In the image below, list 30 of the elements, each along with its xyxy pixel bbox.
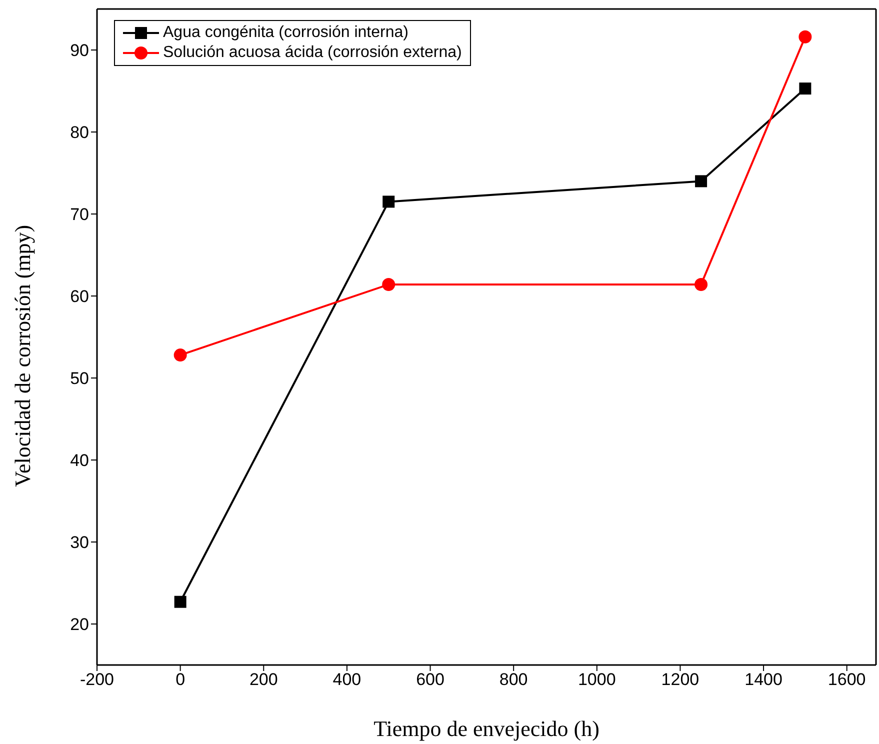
- y-tick-label: 90: [70, 41, 89, 60]
- point: [798, 30, 812, 44]
- legend-label: Agua congénita (corrosión interna): [163, 23, 408, 43]
- x-tick-label: -200: [80, 670, 114, 690]
- y-tick-label: 70: [70, 205, 89, 224]
- x-tick-label: 800: [499, 670, 528, 690]
- x-tick-label: 600: [416, 670, 444, 690]
- x-tick-label: 1400: [744, 670, 782, 690]
- x-axis-title: Tiempo de envejecido (h): [374, 716, 600, 741]
- point: [174, 596, 186, 608]
- y-tick-label: 20: [70, 615, 89, 634]
- point: [695, 175, 708, 188]
- point: [382, 196, 395, 208]
- point: [799, 82, 812, 95]
- x-tick-label: 0: [176, 670, 186, 690]
- legend-label: Solución acuosa ácida (corrosión externa): [163, 43, 462, 63]
- point: [174, 348, 187, 362]
- x-tick-label: 1000: [578, 670, 616, 690]
- y-tick-label: 50: [70, 369, 89, 388]
- x-tick-label: 1200: [661, 670, 700, 690]
- y-tick-label: 30: [70, 533, 89, 552]
- point: [694, 278, 708, 292]
- y-tick-label: 60: [70, 287, 89, 306]
- y-tick-label: 40: [70, 451, 89, 470]
- y-tick-label: 80: [70, 123, 89, 142]
- y-axis-title: Velocidad de corrosión (mpy): [10, 224, 35, 487]
- x-tick-label: 1600: [828, 670, 866, 690]
- x-tick-label: 200: [249, 670, 278, 690]
- x-tick-label: 400: [332, 670, 362, 690]
- point: [382, 278, 396, 292]
